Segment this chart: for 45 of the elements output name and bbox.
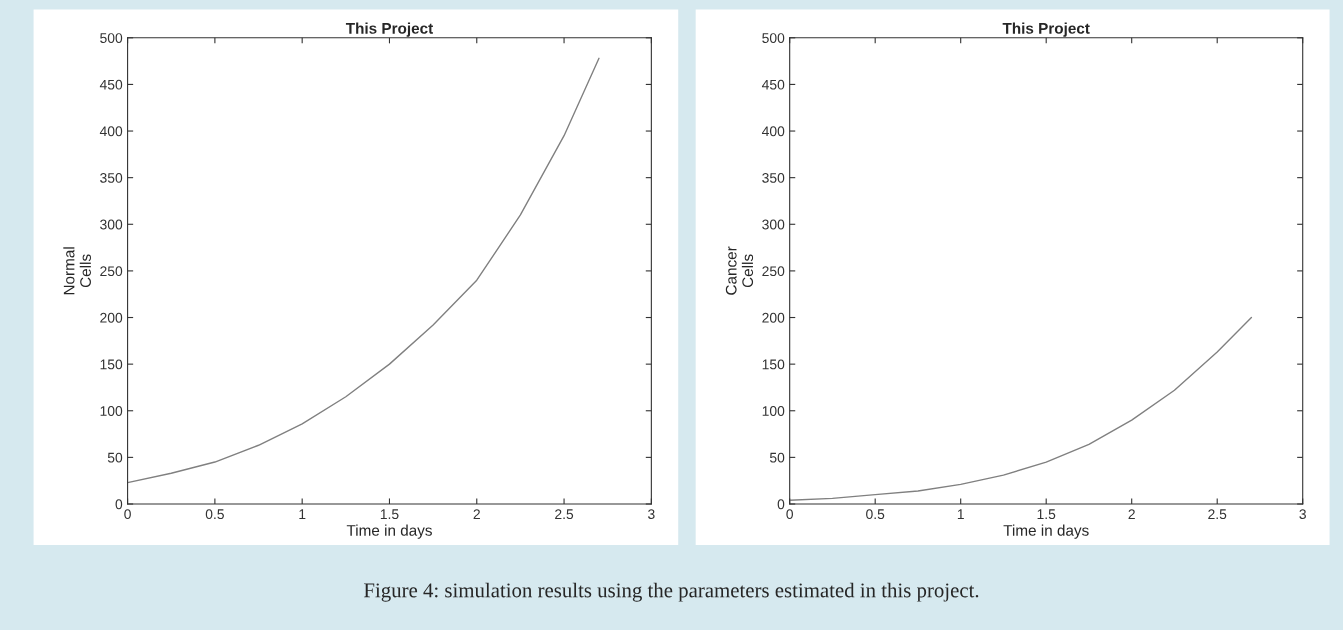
y-tick-label: 500 [100,33,123,43]
y-tick-label: 250 [100,266,123,277]
x-tick-label: 1.5 [380,509,399,520]
x-tick-label: 0 [124,509,131,520]
line-series [127,57,600,484]
x-tick-label: 2.5 [555,509,574,520]
y-tick-label: 400 [761,126,785,137]
x-tick-label: 1 [957,509,964,519]
y-tick-label: 350 [100,172,123,183]
x-tick-label: 2 [473,509,480,519]
x-tick-label: 3 [648,509,655,520]
y-axis-title: Cancer Cells [725,246,754,295]
y-tick-label: 250 [762,266,785,277]
chart-title: This Project [345,22,434,37]
y-tick-label: 150 [100,359,123,370]
y-tick-label: 450 [99,79,123,90]
caption: Figure 4: simulation results using the parameters estimated in this project. [363,582,979,602]
line-series [789,316,1253,501]
y-tick-label: 500 [762,33,785,43]
x-tick-label: 0 [786,509,793,520]
x-tick-label: 0.5 [205,509,224,520]
x-tick-label: 1 [299,509,306,519]
x-tick-label: 2.5 [1208,509,1227,520]
y-tick-label: 100 [762,406,785,416]
y-tick-label: 400 [99,126,123,137]
x-tick-label: 3 [1299,509,1306,520]
y-tick-label: 350 [762,172,785,183]
y-tick-label: 50 [107,452,123,463]
x-tick-label: 0.5 [866,509,885,520]
y-tick-label: 50 [769,452,785,463]
y-tick-label: 200 [100,312,123,323]
y-tick-label: 100 [100,406,123,416]
chart-title: This Project [1002,22,1090,37]
y-tick-label: 150 [762,359,785,370]
y-tick-label: 450 [761,79,785,90]
y-axis-title: Normal Cells [63,247,91,295]
x-tick-label: 1.5 [1037,509,1056,520]
x-axis-title: Time in days [1003,524,1089,539]
y-tick-label: 200 [762,312,785,323]
y-tick-label: 300 [100,219,123,230]
y-tick-label: 0 [115,499,123,510]
x-tick-label: 2 [1128,509,1135,519]
y-tick-label: 300 [762,219,785,230]
x-axis-title: Time in days [346,524,432,539]
y-tick-label: 0 [777,499,785,510]
